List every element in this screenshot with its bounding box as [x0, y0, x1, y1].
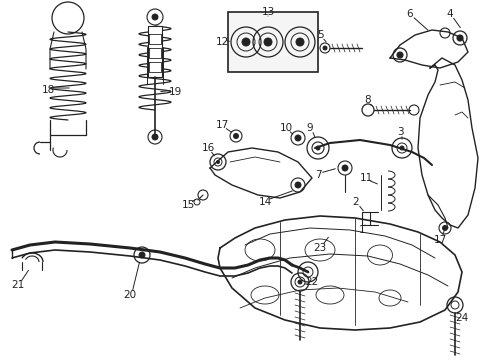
Circle shape — [323, 46, 326, 50]
Text: 14: 14 — [258, 197, 271, 207]
Circle shape — [294, 135, 301, 141]
Polygon shape — [148, 26, 162, 77]
Circle shape — [315, 146, 319, 150]
Text: 23: 23 — [313, 243, 326, 253]
Text: 22: 22 — [305, 277, 318, 287]
Text: 4: 4 — [446, 9, 452, 19]
Text: 19: 19 — [168, 87, 181, 97]
Text: 18: 18 — [41, 85, 55, 95]
Text: 15: 15 — [181, 200, 194, 210]
Circle shape — [295, 38, 304, 46]
Circle shape — [216, 161, 219, 163]
Text: 17: 17 — [432, 235, 446, 245]
Text: 21: 21 — [11, 280, 24, 290]
Text: 5: 5 — [316, 30, 323, 40]
Text: 13: 13 — [261, 7, 274, 17]
Circle shape — [442, 225, 447, 230]
Circle shape — [139, 252, 145, 258]
Text: 17: 17 — [215, 120, 228, 130]
Circle shape — [233, 134, 238, 139]
Text: 20: 20 — [123, 290, 136, 300]
Text: 1: 1 — [358, 225, 365, 235]
Text: 24: 24 — [454, 313, 468, 323]
Text: 11: 11 — [359, 173, 372, 183]
Text: 3: 3 — [396, 127, 403, 137]
Circle shape — [399, 146, 403, 150]
Circle shape — [152, 134, 158, 140]
Text: 8: 8 — [364, 95, 370, 105]
Text: 2: 2 — [352, 197, 359, 207]
Text: 7: 7 — [314, 170, 321, 180]
Circle shape — [152, 14, 158, 20]
Circle shape — [396, 52, 402, 58]
Circle shape — [294, 182, 301, 188]
Text: 9: 9 — [306, 123, 313, 133]
Circle shape — [52, 2, 84, 34]
Bar — [227, 12, 317, 72]
Text: 6: 6 — [406, 9, 412, 19]
Circle shape — [297, 280, 302, 284]
Circle shape — [264, 38, 271, 46]
Text: 10: 10 — [279, 123, 292, 133]
Circle shape — [341, 165, 347, 171]
Circle shape — [242, 38, 249, 46]
Circle shape — [456, 35, 462, 41]
Text: 16: 16 — [201, 143, 214, 153]
Text: 12: 12 — [215, 37, 228, 47]
